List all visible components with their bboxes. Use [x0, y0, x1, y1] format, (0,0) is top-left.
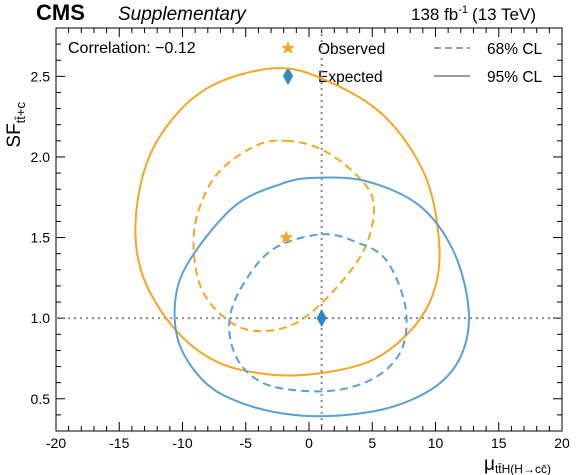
x-tick-label: 20 [554, 435, 570, 451]
y-tick-label: 1.5 [31, 230, 51, 246]
legend-observed-label: Observed [318, 41, 385, 58]
x-tick-label: 5 [368, 435, 376, 451]
y-tick-label: 0.5 [31, 391, 51, 407]
legend-cl95-label: 95% CL [487, 69, 543, 86]
correlation-annotation: Correlation: −0.12 [68, 40, 196, 57]
x-tick-label: -15 [109, 435, 129, 451]
x-axis-title: μtt̄H(H→cc̄) [484, 454, 551, 475]
observed-cl95-contour [134, 67, 441, 377]
lumi-value: 138 fb [411, 5, 458, 24]
chart-layer: -20 -15 -10 -5 0 5 10 15 20 0.5 1.0 1.5 2.0 2.5 [31, 27, 570, 451]
x-tick-label: -20 [46, 435, 66, 451]
y-tick-label: 2.5 [31, 68, 51, 84]
plot-frame [55, 27, 563, 432]
legend-expected-marker [283, 67, 293, 85]
x-axis-subscript: tt̄H(H→cc̄) [495, 462, 551, 475]
x-axis-main: μ [484, 454, 495, 475]
y-tick-label: 1.0 [31, 310, 51, 326]
lumi-exponent: -1 [458, 4, 468, 16]
legend-cl68-label: 68% CL [487, 41, 543, 58]
y-axis-title: SFtt̄+c [4, 102, 28, 148]
x-tick-label: 0 [305, 435, 313, 451]
expected-best-fit-marker [316, 309, 327, 328]
x-tick-label: 15 [491, 435, 507, 451]
legend-expected-label: Expected [318, 69, 383, 86]
observed-cl68-contour [192, 139, 375, 333]
observed-best-fit-marker [279, 230, 293, 244]
x-tick-label: 10 [428, 435, 444, 451]
experiment-label: CMS [36, 0, 85, 25]
energy-value: (13 TeV) [472, 5, 536, 24]
legend: Observed Expected 68% CL 95% CL [281, 41, 543, 86]
legend-observed-marker [281, 41, 295, 54]
y-axis-subscript: tt̄+c [13, 102, 28, 124]
expected-cl95-contour [173, 176, 470, 418]
lumi-label: 138 fb-1 (13 TeV) [411, 4, 536, 24]
status-label: Supplementary [118, 4, 247, 25]
x-tick-label: -10 [172, 435, 192, 451]
y-tick-label: 2.0 [31, 149, 51, 165]
x-tick-label: -5 [240, 435, 253, 451]
expected-cl68-contour [228, 233, 408, 393]
y-axis-main: SF [4, 123, 25, 147]
